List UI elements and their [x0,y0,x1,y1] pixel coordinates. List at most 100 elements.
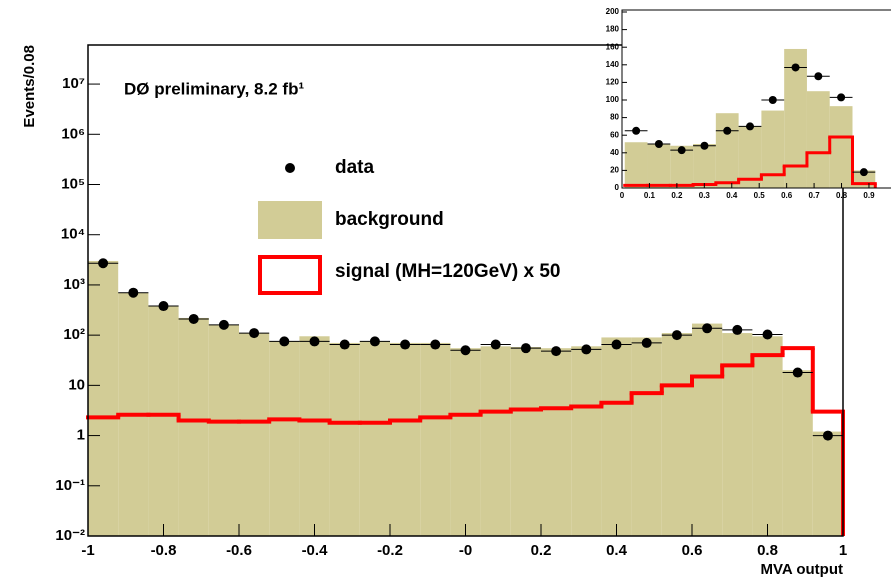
background-bar [178,317,209,536]
background-bar [806,91,830,188]
background-bar [624,142,648,188]
y-tick-label: 200 [606,7,620,16]
x-tick-label: 0.9 [863,191,875,200]
x-tick-label: -0.4 [302,542,329,559]
y-tick-label: 10⁷ [62,75,85,92]
data-point [400,339,411,350]
data-point [128,287,139,298]
data-point [641,337,652,348]
data-point [460,345,471,356]
data-point [768,96,777,104]
y-axis-label: Events/0.08 [21,45,38,128]
data-point [581,344,592,355]
background-bar [784,48,807,189]
data-point [158,301,169,312]
background-bar [693,144,716,188]
legend-label: background [335,209,444,230]
background-bar [510,347,541,536]
annotation: DØ preliminary, 8.2 fb¹ [124,79,304,98]
y-tick-label: 0 [615,183,620,192]
data-point [551,346,562,357]
x-tick-label: 0.4 [726,191,738,200]
background-bar [329,342,360,536]
x-tick-label: -0.6 [226,542,252,559]
data-point [490,339,501,350]
x-tick-label: 1 [839,542,847,559]
y-tick-label: 10⁵ [61,175,85,192]
background-bar [670,145,694,188]
data-point [677,146,686,155]
data-point [837,93,846,102]
inset-chart: 0 20 40 60 80 100 120 140 160 180 200 0 0.1 0.2 0.3 0.4… [606,7,891,200]
x-tick-label: 0.8 [836,191,848,200]
x-tick-label: 0.1 [644,191,656,200]
data-point [746,122,755,131]
background-bar [420,342,451,536]
legend-swatch [258,201,322,239]
data-point [188,313,199,324]
data-point [671,330,682,341]
x-tick-label: 0.6 [781,191,793,200]
background-bar [738,126,762,188]
data-point [791,63,800,72]
y-tick-label: 10⁶ [61,125,85,142]
x-tick-label: 0.4 [606,542,628,559]
data-point [700,141,709,150]
data-point [632,126,641,135]
data-point [702,323,713,334]
data-point [814,72,823,81]
y-tick-label: 10³ [63,276,85,293]
background-bar [715,113,739,188]
y-tick-label: 20 [610,166,619,175]
background-bar [88,260,119,536]
background-bar [208,324,239,536]
background-bar [239,333,270,536]
data-point [792,367,803,378]
y-tick-label: 1 [77,427,85,444]
y-tick-label: 180 [606,25,620,34]
background-bar [480,346,511,536]
data-point [859,168,868,177]
y-tick-label: 60 [610,130,619,139]
background-bar [661,333,692,536]
y-tick-label: 40 [610,148,619,157]
background-bar [631,337,662,536]
background-bar [269,341,300,536]
x-tick-label: 0.2 [531,542,552,559]
data-point [249,328,260,339]
data-point [369,336,380,347]
x-tick-label: 0.3 [699,191,711,200]
y-tick-label: 140 [606,60,620,69]
background-bar [299,336,330,536]
y-tick-label: 10⁴ [61,226,85,243]
background-bar [647,144,671,188]
x-tick-label: -0.2 [377,542,403,559]
background-bar [812,431,843,536]
background-bar [571,346,602,536]
y-tick-label: 120 [606,78,620,87]
y-tick-label: 160 [606,42,620,51]
x-tick-label: -1 [81,542,94,559]
y-tick-label: 100 [606,95,620,104]
x-tick-label: 0.2 [671,191,683,200]
legend-marker [285,163,295,173]
data-point [309,336,320,347]
data-point [654,140,663,148]
data-point [339,339,350,350]
x-tick-label: 0.5 [754,191,766,200]
data-point [279,336,290,347]
background-bar [782,370,813,536]
data-point [430,339,441,350]
background-bar [541,348,572,536]
background-bar [390,342,421,536]
data-point [218,319,229,330]
x-axis-label: MVA output [761,561,843,578]
background-bar [148,306,179,536]
y-tick-label: 10² [63,326,85,343]
background-bar [752,336,783,536]
x-tick-label: -0.8 [151,542,177,559]
data-point [520,343,531,354]
legend-swatch [258,255,322,295]
x-tick-label: 0 [620,191,625,200]
